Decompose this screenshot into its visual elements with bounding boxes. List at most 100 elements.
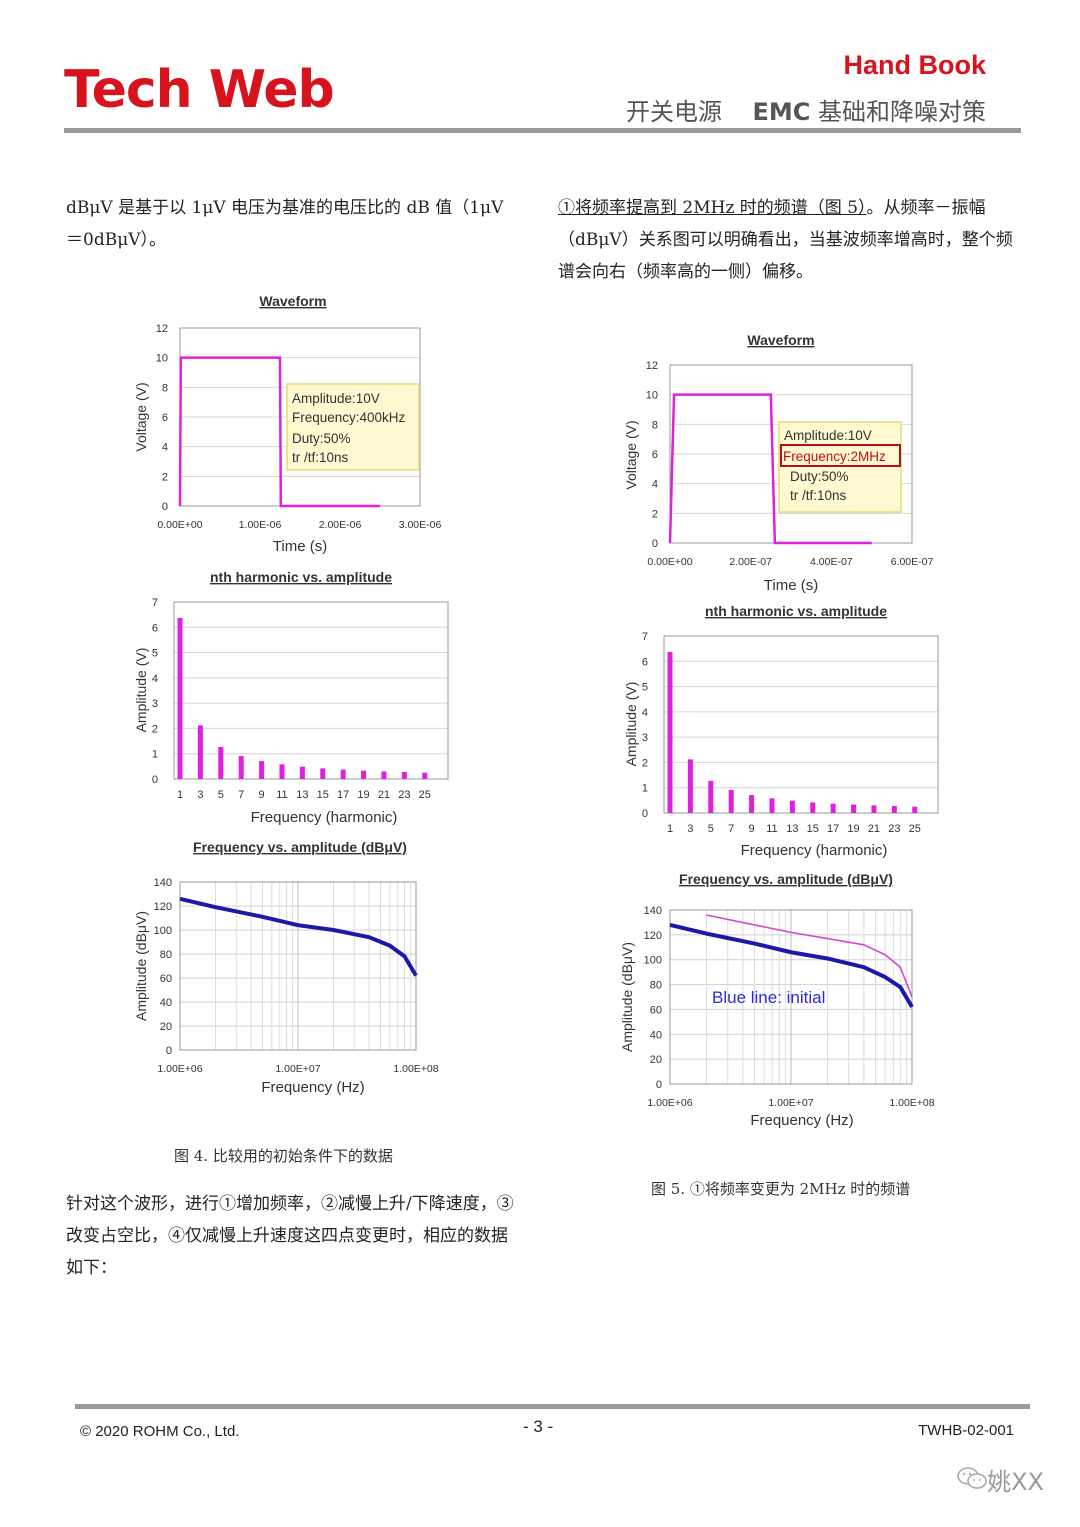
- y-tick-label: 140: [154, 877, 172, 889]
- x-tick-label: 2.00E-07: [729, 556, 772, 568]
- blue-line-initial-label: Blue line: initial: [712, 988, 825, 1007]
- y-tick-label: 2: [642, 757, 648, 769]
- y-tick-label: 40: [160, 997, 172, 1009]
- param-frequency: Frequency:2MHz: [783, 449, 886, 464]
- y-tick-label: 0: [656, 1079, 662, 1091]
- x-tick-label: 25: [419, 789, 431, 801]
- chart-title: Waveform: [259, 293, 326, 309]
- x-tick-label: 6.00E-07: [891, 556, 934, 568]
- x-tick-label: 7: [238, 789, 244, 801]
- x-tick-labels: 1 3 5 7 9 11 13 15 17 19 21 23 25: [177, 789, 431, 801]
- x-tick-label: 0.00E+00: [157, 519, 202, 531]
- series-initial-line: [669, 922, 914, 1008]
- x-tick-label: 2.00E-06: [319, 519, 362, 531]
- x-tick-label: 21: [378, 789, 390, 801]
- y-tick-label: 6: [652, 449, 658, 461]
- x-tick-labels: 1.00E+06 1.00E+07 1.00E+08: [157, 1063, 438, 1075]
- harmonic-bar: [728, 789, 734, 813]
- waveform-line: [668, 393, 872, 545]
- harmonic-bar: [197, 725, 203, 779]
- y-tick-labels: 0 2 4 6 8 10 12: [156, 323, 168, 513]
- y-tick-label: 4: [162, 442, 168, 454]
- y-axis-label: Amplitude (dBμV): [619, 942, 635, 1052]
- harmonic-bar: [401, 771, 407, 779]
- harmonic-bar: [830, 803, 836, 813]
- y-tick-labels: 0 2 4 6 8 10 12: [646, 360, 658, 550]
- harmonic-bar: [279, 764, 285, 779]
- waveform-line: [178, 356, 380, 508]
- param-duty: Duty:50%: [292, 431, 351, 446]
- y-tick-label: 5: [642, 682, 648, 694]
- frequency-highlight-box: [780, 444, 901, 467]
- x-tick-label: 1.00E+06: [647, 1097, 692, 1109]
- chart-title: nth harmonic vs. amplitude: [210, 569, 392, 585]
- x-tick-label: 3.00E-06: [399, 519, 442, 531]
- fig5-waveform-chart: Waveform 0 2 4 6 8 10 12 0.00E+00 2.00E-07 4.00E…: [623, 332, 934, 594]
- x-tick-labels: 0.00E+00 1.00E-06 2.00E-06 3.00E-06: [157, 519, 441, 531]
- x-axis-label: Frequency (harmonic): [251, 809, 398, 826]
- y-tick-labels: 0 20 40 60 80 100 120 140: [154, 877, 172, 1057]
- harmonic-bar: [851, 804, 857, 813]
- plot-frame: [179, 881, 417, 1051]
- para-dbuv-definition: dBμV 是基于以 1μV 电压为基准的电压比的 dB 值（1μV ＝0dBμV…: [66, 198, 504, 250]
- x-tick-label: 9: [749, 823, 755, 835]
- param-tr-tf: tr /tf:10ns: [790, 488, 847, 503]
- y-tick-label: 0: [166, 1045, 172, 1057]
- harmonic-bar: [912, 806, 918, 813]
- x-tick-labels: 1.00E+06 1.00E+07 1.00E+08: [647, 1097, 934, 1109]
- series-lines: [669, 914, 914, 1008]
- y-tick-label: 100: [644, 955, 662, 967]
- series-lines: [179, 896, 418, 977]
- x-tick-label: 21: [868, 823, 880, 835]
- x-tick-labels: 1 3 5 7 9 11 13 15 17 19 21 23 25: [667, 823, 921, 835]
- x-tick-label: 13: [296, 789, 308, 801]
- x-tick-label: 19: [357, 789, 369, 801]
- harmonic-bar: [320, 768, 326, 779]
- series-initial-line: [179, 896, 418, 977]
- y-tick-label: 1: [642, 783, 648, 795]
- chart-title: Frequency vs. amplitude (dBμV): [193, 839, 407, 855]
- fig4-dbuv-chart: Frequency vs. amplitude (dBμV) 0 20 40 60 80…: [133, 839, 439, 1096]
- plot-frame: [173, 601, 449, 780]
- y-tick-label: 80: [160, 949, 172, 961]
- harmonic-bar: [810, 802, 816, 813]
- x-tick-label: 13: [786, 823, 798, 835]
- y-tick-label: 10: [646, 390, 658, 402]
- x-axis-label: Frequency (Hz): [750, 1112, 853, 1129]
- harmonic-bar: [749, 795, 755, 813]
- y-axis-label: Amplitude (dBμV): [133, 911, 149, 1021]
- harmonic-bar: [769, 798, 775, 813]
- x-axis-label: Frequency (Hz): [261, 1079, 364, 1096]
- x-tick-label: 5: [708, 823, 714, 835]
- header-rule: [64, 128, 1021, 133]
- y-tick-label: 12: [156, 323, 168, 335]
- watermark: 姚XX: [987, 1468, 1044, 1496]
- plot-frame: [663, 635, 939, 814]
- x-tick-label: 11: [766, 823, 777, 835]
- x-tick-label: 25: [909, 823, 921, 835]
- x-tick-label: 1.00E-06: [239, 519, 282, 531]
- y-tick-label: 80: [650, 980, 662, 992]
- y-tick-labels: 0 1 2 3 4 5 6 7: [642, 631, 648, 820]
- harmonic-bar: [891, 805, 897, 813]
- subtitle-rest: 基础和降噪对策: [818, 98, 986, 126]
- page-number: - 3 -: [523, 1417, 554, 1436]
- param-box: [286, 383, 420, 471]
- handbook-title: Hand Book: [843, 50, 986, 80]
- chart-title: Waveform: [747, 332, 814, 348]
- x-tick-label: 3: [687, 823, 693, 835]
- y-tick-label: 2: [162, 471, 168, 483]
- handbook-subtitle: 开关电源 EMC 基础和降噪对策: [626, 92, 986, 127]
- fig4-caption: 图 4. 比较用的初始条件下的数据: [174, 1147, 393, 1165]
- y-tick-label: 0: [642, 808, 648, 820]
- x-tick-label: 5: [218, 789, 224, 801]
- x-tick-label: 15: [317, 789, 329, 801]
- param-duty: Duty:50%: [790, 469, 849, 484]
- x-tick-label: 17: [827, 823, 839, 835]
- harmonic-bar: [259, 761, 265, 779]
- x-tick-label: 1.00E+08: [393, 1063, 438, 1075]
- gridlines: [179, 881, 416, 1051]
- y-tick-label: 6: [152, 622, 158, 634]
- harmonic-bars: [177, 617, 428, 779]
